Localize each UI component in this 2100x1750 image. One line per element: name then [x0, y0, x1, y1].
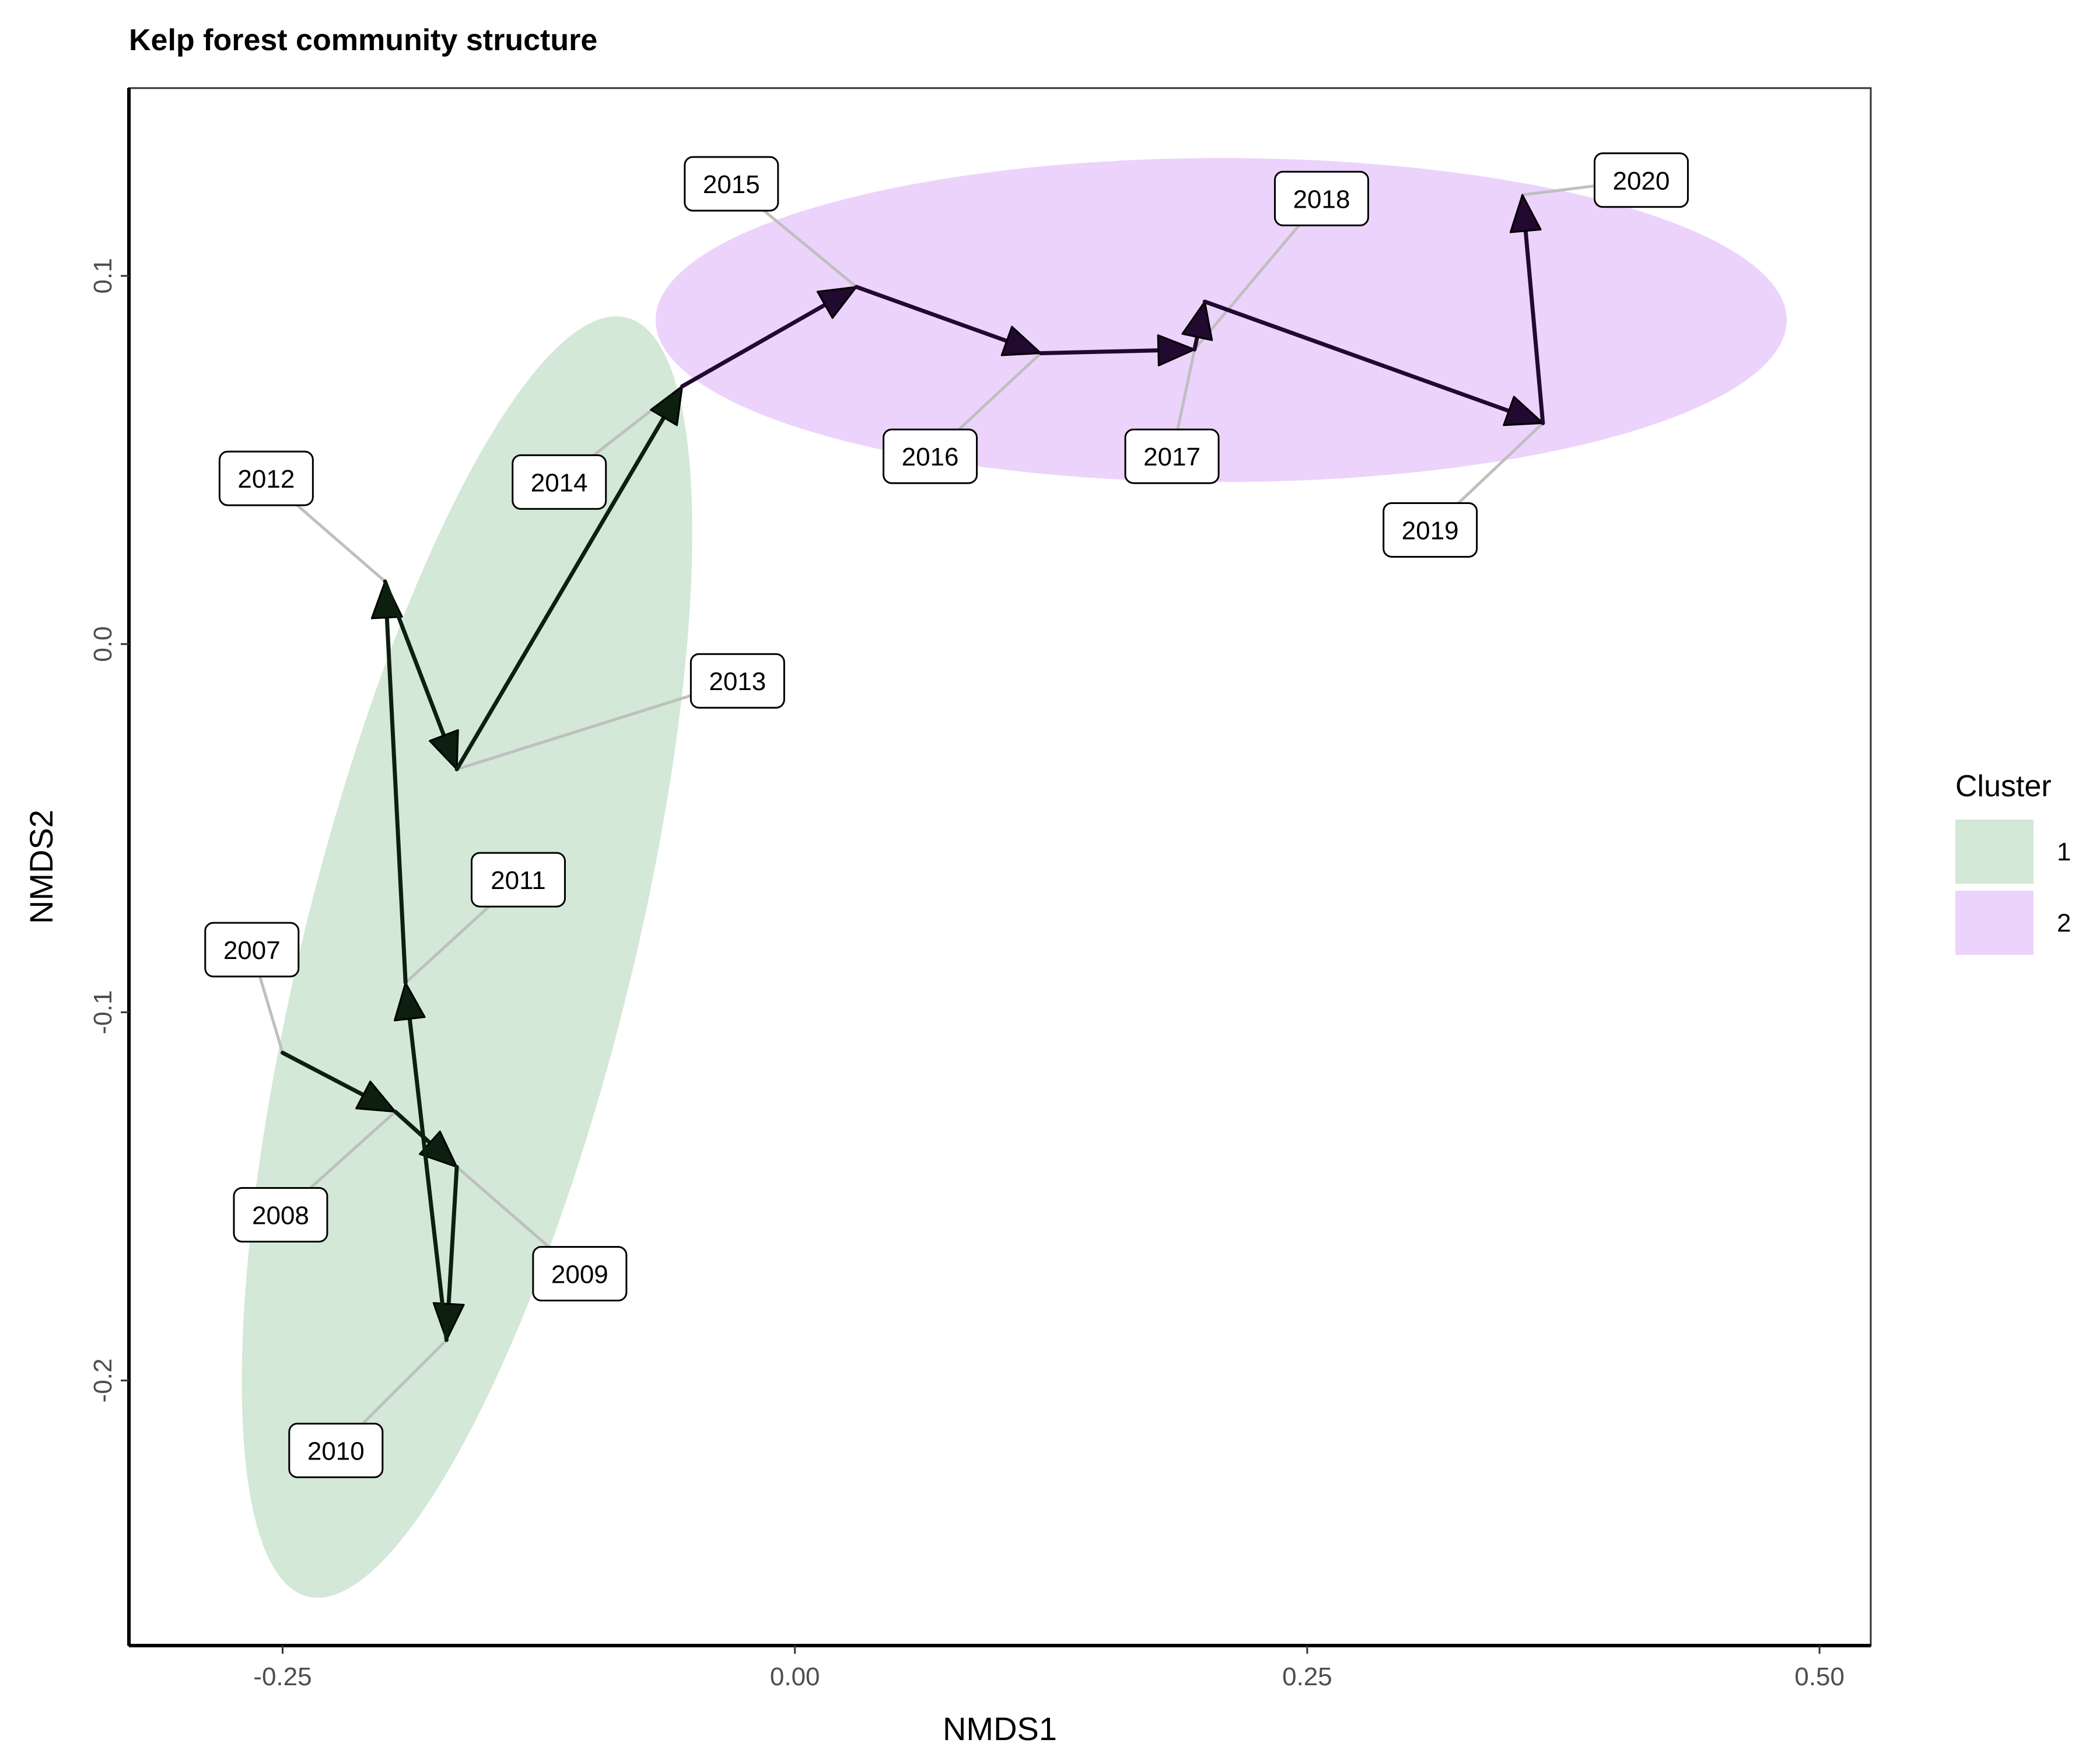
year-label-text: 2009 — [551, 1260, 608, 1289]
year-label-box — [218, 450, 314, 506]
x-axis-ticks: -0.25 0.00 0.25 0.50 — [253, 1646, 1845, 1691]
year-label-box — [204, 922, 300, 978]
x-axis-title: NMDS1 — [943, 1710, 1057, 1747]
year-label-2012: 2012 — [218, 450, 314, 506]
year-label-text: 2007 — [223, 936, 281, 965]
y-axis-ticks: -0.2 -0.1 0.0 0.1 — [89, 258, 129, 1402]
x-tick-label: -0.25 — [253, 1662, 312, 1691]
y-axis-title: NMDS2 — [23, 810, 60, 924]
year-label-2019: 2019 — [1382, 502, 1478, 558]
year-label-2009: 2009 — [532, 1245, 628, 1301]
year-label-2010: 2010 — [288, 1422, 384, 1478]
year-label-text: 2017 — [1143, 443, 1200, 471]
year-label-text: 2018 — [1293, 185, 1350, 214]
year-labels: 2007 2008 2009 2010 2011 2012 2013 2014 2015 2016… — [204, 152, 1689, 1478]
trajectory-arrow-2016-2018 — [1038, 334, 1196, 367]
legend-swatch-1 — [1955, 820, 2034, 884]
year-label-text: 2008 — [252, 1201, 309, 1230]
trajectory-arrow-2019-2020 — [1509, 194, 1545, 425]
trajectory-arrow-2007-2008 — [280, 1051, 397, 1113]
trajectory-arrow-2018-2017 — [1181, 300, 1213, 352]
trajectory-arrow-2009-2010 — [432, 1164, 465, 1341]
legend: Cluster 1 2 — [1955, 769, 2071, 955]
year-label-2018: 2018 — [1274, 170, 1370, 226]
y-tick-label: -0.1 — [89, 990, 117, 1034]
year-label-text: 2016 — [902, 443, 959, 471]
trajectory-arrow-2015-2016 — [854, 285, 1042, 356]
year-label-box — [532, 1245, 628, 1301]
year-label-2015: 2015 — [684, 156, 779, 212]
trajectory-arrows — [280, 194, 1545, 1342]
year-label-box — [1382, 502, 1478, 558]
year-label-text: 2013 — [709, 667, 766, 696]
trajectory-arrow-2013-2014 — [454, 385, 683, 772]
year-label-2017: 2017 — [1124, 428, 1220, 484]
year-label-2014: 2014 — [512, 454, 607, 510]
year-label-2013: 2013 — [690, 653, 785, 709]
year-label-box — [1594, 152, 1689, 208]
year-label-text: 2015 — [703, 170, 760, 199]
x-tick-label: 0.50 — [1794, 1662, 1845, 1691]
year-label-text: 2012 — [237, 465, 295, 494]
year-label-text: 2020 — [1613, 167, 1670, 195]
year-label-text: 2019 — [1402, 516, 1459, 545]
trajectory-arrow-2017-2019 — [1202, 299, 1544, 426]
year-label-box — [233, 1186, 328, 1242]
year-label-box — [684, 156, 779, 212]
trajectory-arrow-2014-2015 — [680, 286, 858, 388]
legend-title: Cluster — [1955, 769, 2052, 803]
x-tick-label: 0.25 — [1282, 1662, 1332, 1691]
legend-label-1: 1 — [2057, 838, 2071, 866]
y-tick-label: -0.2 — [89, 1359, 117, 1403]
year-label-box — [288, 1422, 384, 1478]
x-tick-label: 0.00 — [770, 1662, 820, 1691]
year-label-text: 2010 — [307, 1437, 365, 1465]
year-label-2020: 2020 — [1594, 152, 1689, 208]
legend-label-2: 2 — [2057, 909, 2071, 937]
year-label-box — [1274, 170, 1370, 226]
year-label-text: 2011 — [491, 866, 546, 895]
year-label-box — [470, 852, 566, 908]
trajectory-arrow-2012-2013 — [383, 579, 459, 771]
year-label-box — [512, 454, 607, 510]
year-label-2008: 2008 — [233, 1186, 328, 1242]
year-label-box — [690, 653, 785, 709]
axes — [127, 88, 1871, 1647]
year-label-text: 2014 — [531, 468, 588, 497]
y-tick-label: 0.1 — [89, 258, 117, 293]
year-label-box — [1124, 428, 1220, 484]
chart-title: Kelp forest community structure — [129, 23, 597, 57]
y-tick-label: 0.0 — [89, 626, 117, 662]
legend-swatch-2 — [1955, 891, 2034, 955]
cluster-1-ellipse — [242, 316, 692, 1598]
year-label-box — [883, 428, 978, 484]
year-label-2016: 2016 — [883, 428, 978, 484]
year-label-2011: 2011 — [470, 852, 566, 908]
year-label-2007: 2007 — [204, 922, 300, 978]
trajectory-arrow-2010-2011 — [393, 982, 449, 1342]
